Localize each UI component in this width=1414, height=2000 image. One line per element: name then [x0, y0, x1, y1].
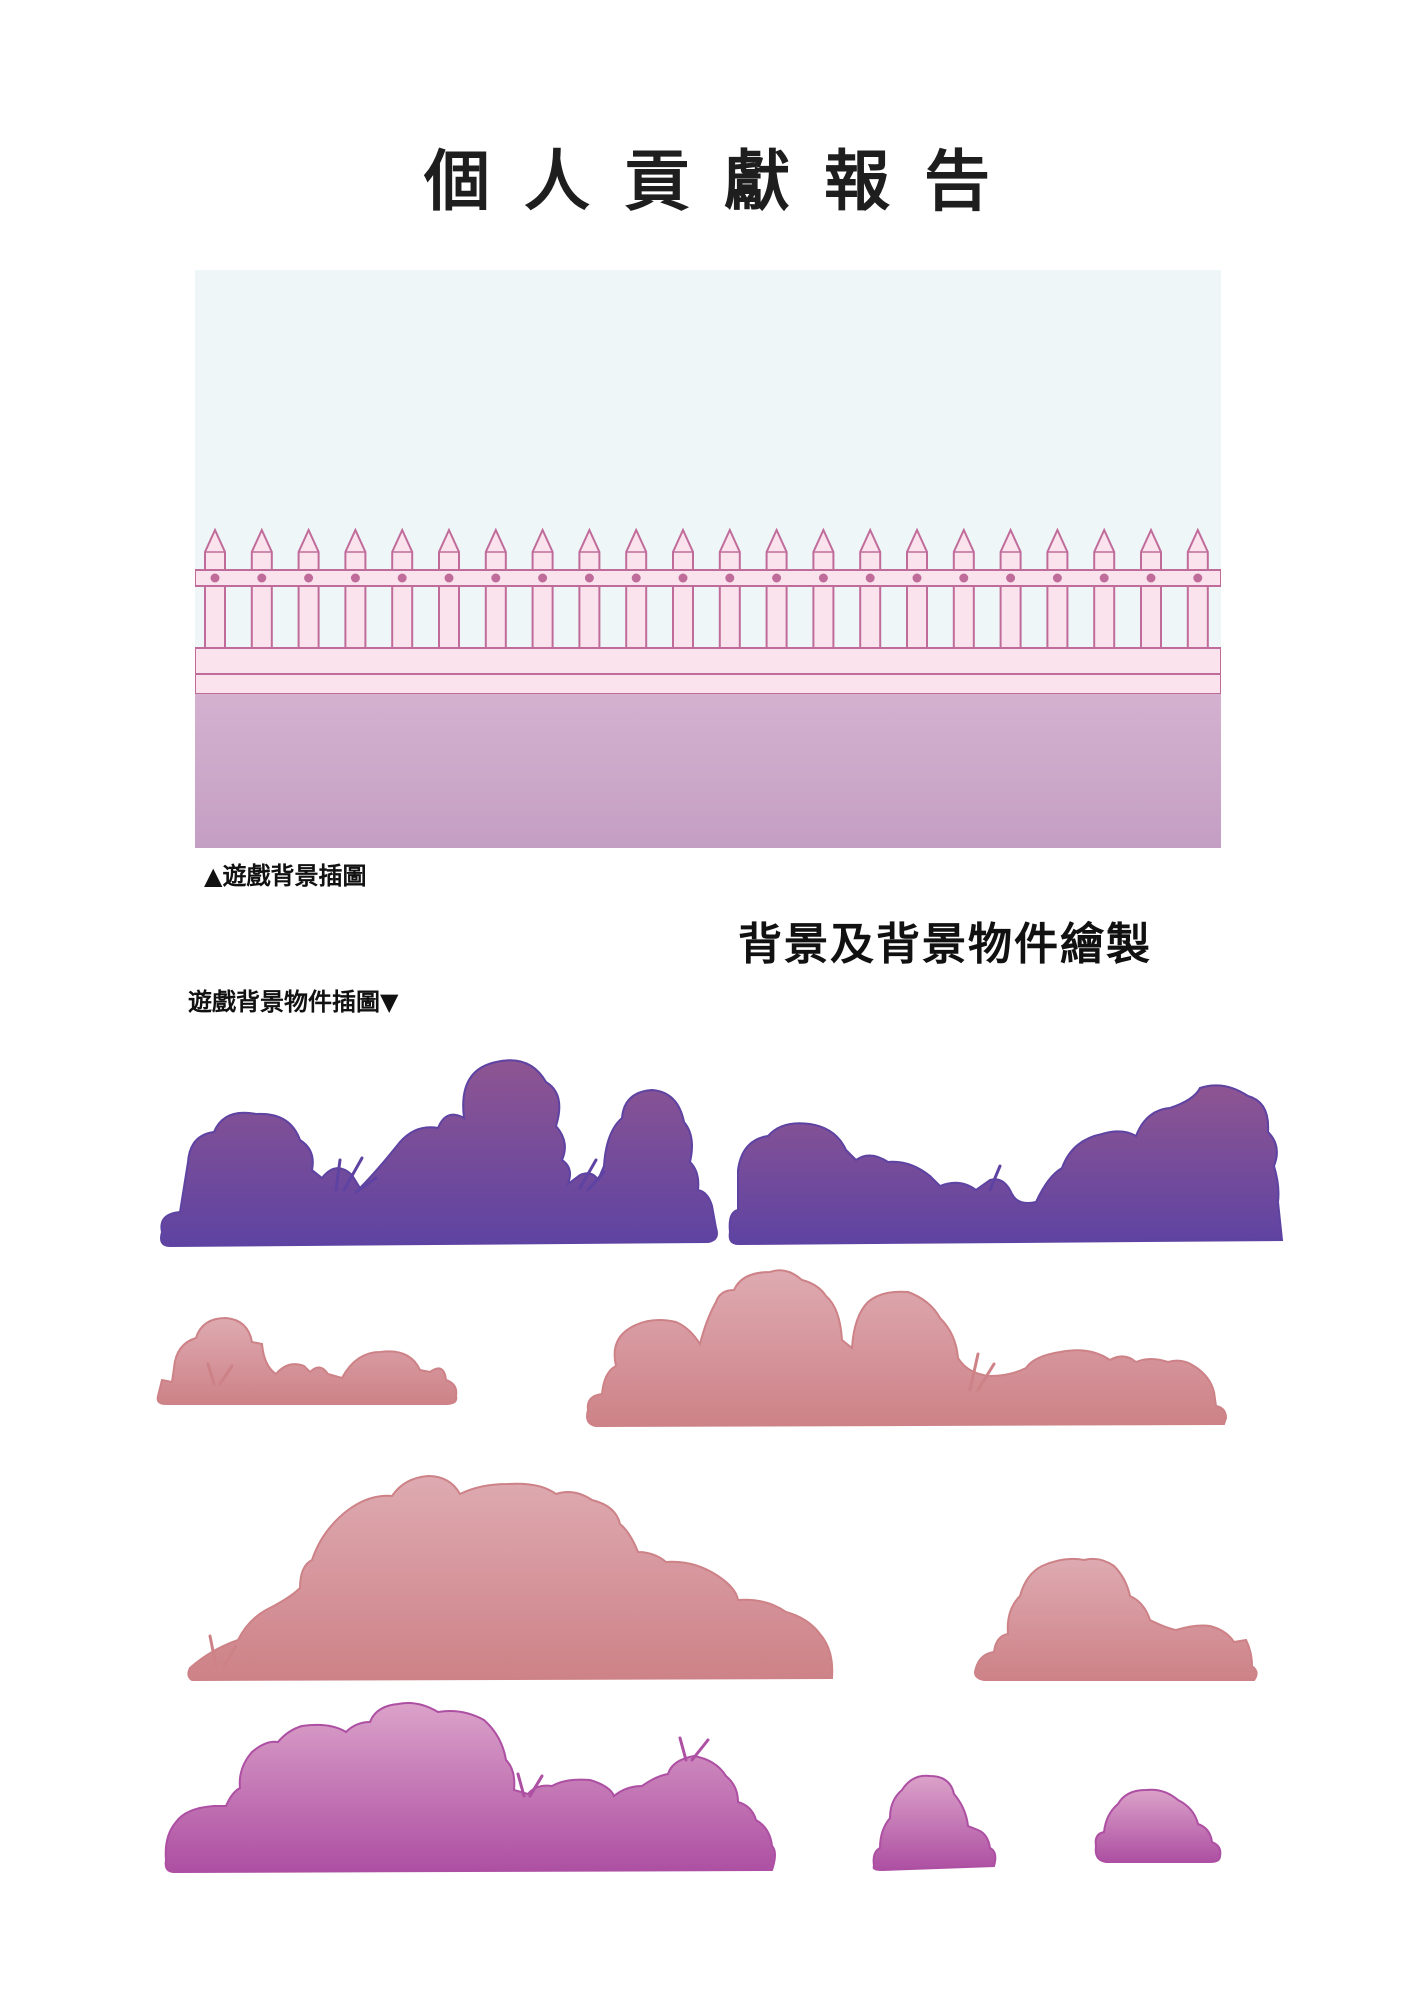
fence-picket: [859, 527, 882, 649]
fence-picket: [999, 527, 1022, 649]
fence-picket: [1186, 527, 1209, 649]
fence-rail-dot: [1006, 573, 1016, 583]
fence-pickets: [204, 527, 1209, 649]
fence-picket: [812, 527, 835, 649]
fence-rail-dot: [538, 573, 548, 583]
grass-tufts-purple: [334, 1156, 1002, 1194]
ground: [195, 694, 1221, 848]
objects-caption: 遊戲背景物件插圖▼: [188, 988, 399, 1016]
fence-picket: [297, 527, 320, 649]
grass-tufts-salmon: [206, 1352, 996, 1668]
fence-picket: [718, 527, 741, 649]
fence-base-lower: [195, 673, 1221, 695]
fence-picket: [765, 527, 788, 649]
fence-picket: [438, 527, 460, 649]
fence-rail-dot: [631, 573, 641, 583]
fence-rail-top: [195, 569, 1221, 587]
bush-salmon-4: [974, 1557, 1258, 1681]
grass-tufts-pink: [516, 1736, 710, 1798]
fence-rail-dot: [725, 573, 735, 583]
fence-picket: [625, 527, 648, 649]
page-title: 個人貢獻報告: [424, 143, 1024, 220]
fence-picket: [204, 527, 226, 649]
fence-rail-dot: [444, 573, 454, 583]
bush-purple-1: [160, 1059, 718, 1248]
fence-picket: [1093, 527, 1116, 649]
section-heading: 背景及背景物件繪製: [738, 919, 1152, 970]
fence-rail-dot: [959, 573, 969, 583]
bush-purple-2: [728, 1084, 1284, 1246]
fence-rail-dot: [210, 573, 220, 583]
fence-rail-dot: [1146, 573, 1156, 583]
bush-pink-1: [164, 1702, 776, 1874]
bush-salmon-1: [156, 1316, 458, 1405]
fence-picket: [1140, 527, 1162, 649]
bush-pink-2: [872, 1774, 997, 1872]
fence-picket: [250, 527, 273, 649]
fence-rail-dot: [865, 573, 875, 583]
fence-base: [195, 647, 1221, 675]
fence-rail-dot: [584, 573, 594, 583]
fence-rail-dot: [818, 573, 828, 583]
fence-rail-dot: [304, 573, 314, 583]
fence-rail-dot: [397, 573, 407, 583]
bush-salmon-3: [187, 1474, 834, 1682]
fence-picket: [952, 527, 975, 649]
fence-rail-dot: [257, 573, 267, 583]
fence-picket: [672, 527, 694, 649]
illustration-caption: ▲遊戲背景插圖: [204, 862, 367, 890]
game-background-illustration: [195, 270, 1221, 848]
fence-picket: [1046, 527, 1069, 649]
bush-pink-3: [1094, 1788, 1222, 1863]
fence-picket: [531, 527, 554, 649]
fence-picket: [906, 527, 928, 649]
fence-rail-dot: [491, 573, 501, 583]
background-objects-illustration: [156, 1059, 1284, 1874]
fence-rail-dot: [1052, 573, 1062, 583]
bush-salmon-2: [586, 1269, 1228, 1428]
fence-rail-dot: [1099, 573, 1109, 583]
fence-rail-dot: [350, 573, 360, 583]
fence-picket: [484, 527, 507, 649]
fence-rail-dot: [678, 573, 688, 583]
fence-rail-dots: [210, 573, 1203, 583]
fence-picket: [578, 527, 601, 649]
fence-picket: [344, 527, 367, 649]
fence-picket: [391, 527, 414, 649]
fence-rail-dot: [912, 573, 922, 583]
fence-rail-dot: [1193, 573, 1203, 583]
fence-rail-dot: [772, 573, 782, 583]
